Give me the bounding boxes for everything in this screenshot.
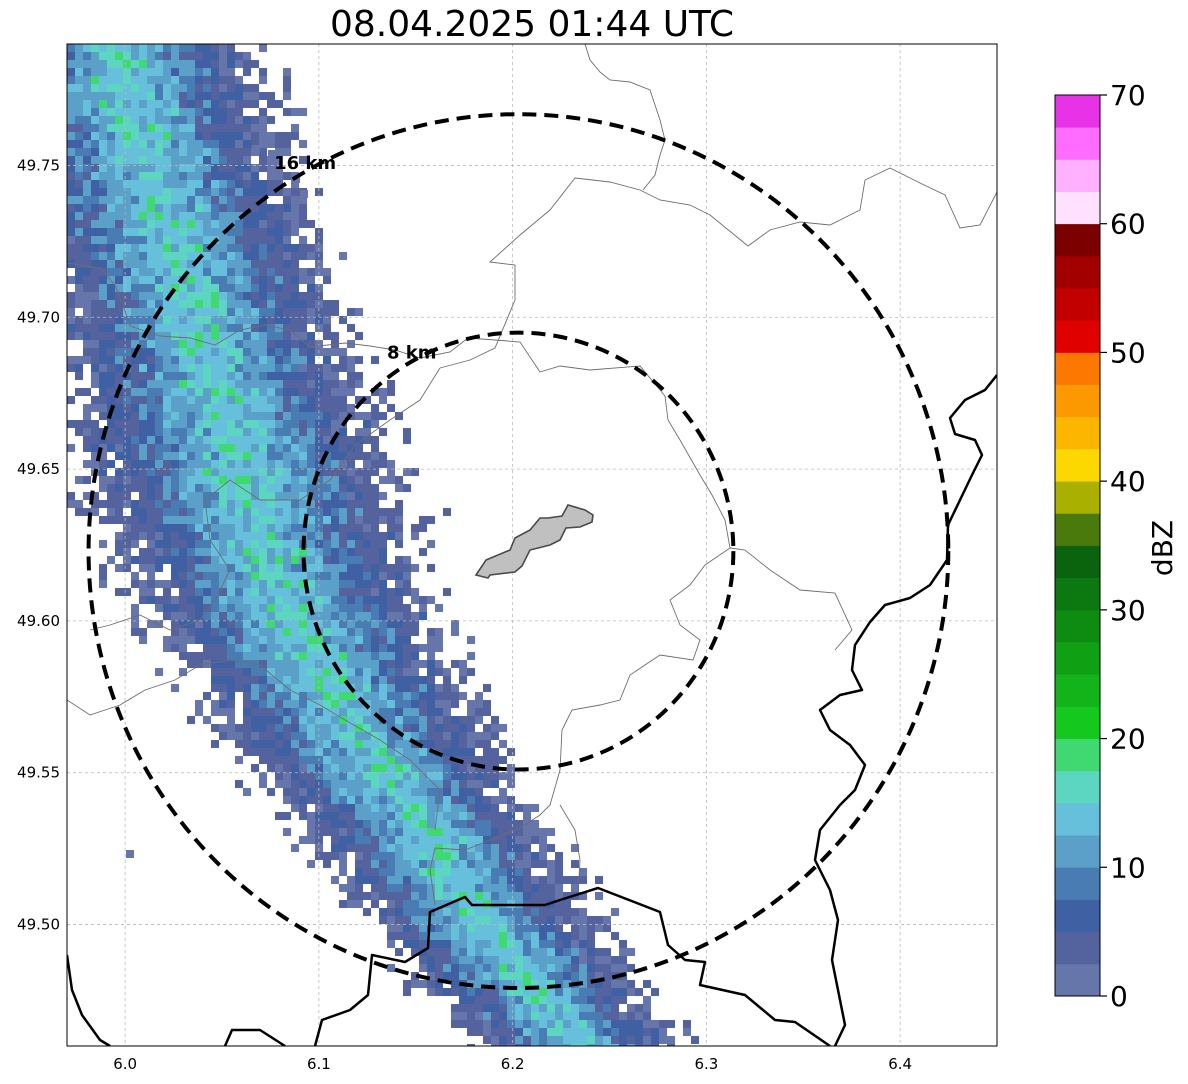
y-tick-label: 49.65 bbox=[17, 460, 60, 478]
country-borders bbox=[67, 374, 997, 1046]
colorbar-swatch bbox=[1055, 738, 1100, 772]
admin-boundaries bbox=[67, 44, 997, 906]
x-tick-label: 6.3 bbox=[694, 1055, 718, 1073]
colorbar-swatch bbox=[1055, 642, 1100, 675]
colorbar-swatch bbox=[1055, 159, 1100, 192]
x-tick-label: 6.4 bbox=[888, 1055, 912, 1073]
colorbar-tick-label: 70 bbox=[1110, 79, 1146, 112]
x-tick-label: 6.0 bbox=[113, 1055, 137, 1073]
colorbar-swatch bbox=[1055, 223, 1100, 257]
y-tick-label: 49.60 bbox=[17, 612, 60, 630]
colorbar-swatch bbox=[1055, 352, 1100, 386]
y-tick-label: 49.70 bbox=[17, 308, 60, 326]
colorbar-tick-label: 20 bbox=[1110, 723, 1146, 756]
map-title: 08.04.2025 01:44 UTC bbox=[329, 4, 735, 45]
y-tick-label: 49.50 bbox=[17, 916, 60, 934]
colorbar-swatch bbox=[1055, 545, 1100, 579]
gridlines bbox=[67, 44, 997, 1046]
colorbar-swatch bbox=[1055, 416, 1100, 450]
colorbar-swatch bbox=[1055, 127, 1100, 160]
colorbar-swatches bbox=[1055, 95, 1100, 997]
colorbar-ticks: 0 10 20 30 40 50 60 70 bbox=[1100, 79, 1146, 1013]
colorbar-swatch bbox=[1055, 899, 1100, 933]
range-rings: 8 km 16 km bbox=[86, 112, 951, 990]
range-ring bbox=[86, 112, 951, 990]
x-tick-label: 6.2 bbox=[501, 1055, 525, 1073]
colorbar-swatch bbox=[1055, 963, 1100, 997]
range-ring bbox=[301, 330, 736, 772]
colorbar-swatch bbox=[1055, 835, 1100, 868]
range-ring-label: 8 km bbox=[387, 342, 437, 363]
colorbar-tick-label: 50 bbox=[1110, 336, 1146, 369]
map-area: 8 km 16 km bbox=[67, 44, 997, 1046]
colorbar-swatch bbox=[1055, 320, 1100, 353]
colorbar-swatch bbox=[1055, 191, 1100, 225]
colorbar-tick-label: 30 bbox=[1110, 594, 1146, 627]
colorbar-swatch bbox=[1055, 288, 1100, 321]
map-frame bbox=[66, 43, 998, 1047]
colorbar-swatch bbox=[1055, 481, 1100, 514]
colorbar-swatch bbox=[1055, 513, 1100, 546]
colorbar-swatch bbox=[1055, 95, 1100, 128]
radar-site-area bbox=[474, 504, 594, 579]
colorbar-swatch bbox=[1055, 674, 1100, 707]
colorbar-label: dBZ bbox=[1146, 520, 1179, 576]
colorbar-swatch bbox=[1055, 255, 1100, 289]
range-ring-label: 16 km bbox=[274, 153, 336, 174]
colorbar-tick-label: 10 bbox=[1110, 851, 1146, 884]
y-tick-label: 49.55 bbox=[17, 764, 60, 782]
colorbar-swatch bbox=[1055, 931, 1100, 965]
colorbar-swatch bbox=[1055, 577, 1100, 611]
colorbar: 0 10 20 30 40 50 60 70 dBZ bbox=[1054, 79, 1179, 1013]
colorbar-swatch bbox=[1055, 770, 1100, 804]
x-tick-label: 6.1 bbox=[307, 1055, 331, 1073]
y-axis-ticks: 49.75 49.70 49.65 49.60 49.55 49.50 bbox=[17, 156, 60, 933]
colorbar-tick-label: 60 bbox=[1110, 208, 1146, 241]
colorbar-tick-label: 40 bbox=[1110, 465, 1146, 498]
y-tick-label: 49.75 bbox=[17, 156, 60, 174]
colorbar-tick-label: 0 bbox=[1110, 980, 1128, 1013]
colorbar-swatch bbox=[1055, 802, 1100, 836]
colorbar-swatch bbox=[1055, 609, 1100, 643]
x-axis-ticks: 6.0 6.1 6.2 6.3 6.4 bbox=[113, 1055, 912, 1073]
colorbar-swatch bbox=[1055, 706, 1100, 739]
colorbar-swatch bbox=[1055, 867, 1100, 900]
colorbar-swatch bbox=[1055, 384, 1100, 418]
colorbar-swatch bbox=[1055, 448, 1100, 482]
